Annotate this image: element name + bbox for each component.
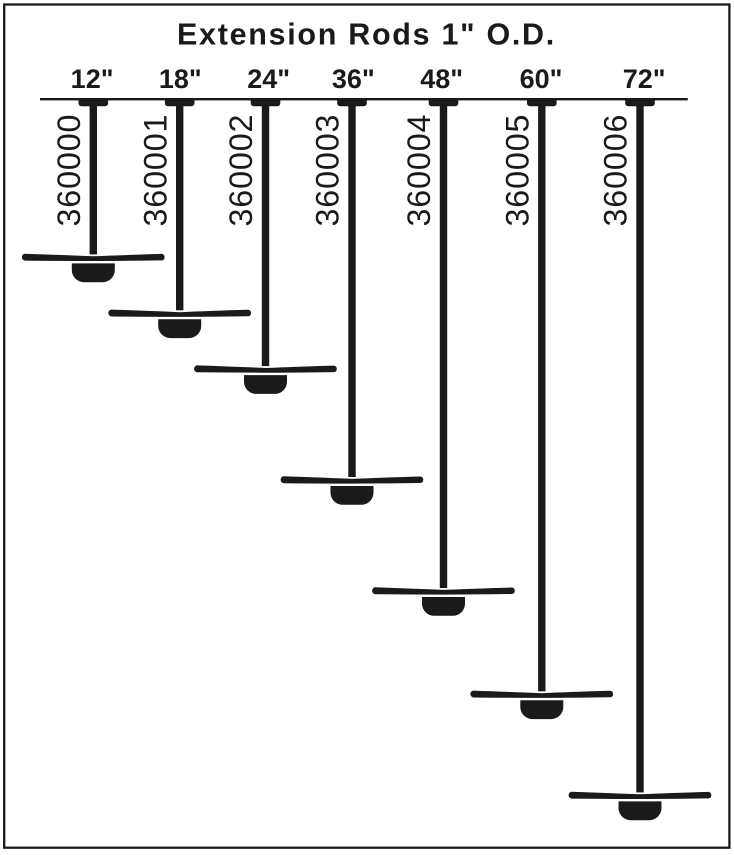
svg-text:360005: 360005 — [499, 114, 535, 227]
svg-text:36": 36" — [332, 64, 375, 94]
svg-text:48": 48" — [420, 64, 463, 94]
svg-text:72": 72" — [623, 64, 666, 94]
svg-text:360002: 360002 — [223, 114, 259, 227]
svg-text:Extension Rods 1" O.D.: Extension Rods 1" O.D. — [177, 18, 556, 52]
svg-text:360006: 360006 — [598, 114, 634, 227]
svg-text:24": 24" — [247, 64, 290, 94]
svg-text:60": 60" — [520, 64, 563, 94]
svg-text:360004: 360004 — [401, 114, 437, 227]
svg-text:360001: 360001 — [137, 114, 173, 227]
svg-text:360000: 360000 — [51, 114, 87, 227]
svg-text:18": 18" — [159, 64, 202, 94]
svg-text:360003: 360003 — [310, 114, 346, 227]
svg-text:12": 12" — [71, 64, 114, 94]
